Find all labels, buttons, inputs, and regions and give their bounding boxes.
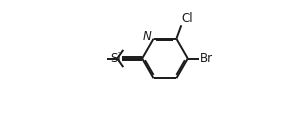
Text: N: N bbox=[142, 30, 151, 43]
Text: Br: Br bbox=[200, 52, 213, 65]
Text: Cl: Cl bbox=[182, 12, 194, 25]
Text: Si: Si bbox=[110, 52, 121, 65]
